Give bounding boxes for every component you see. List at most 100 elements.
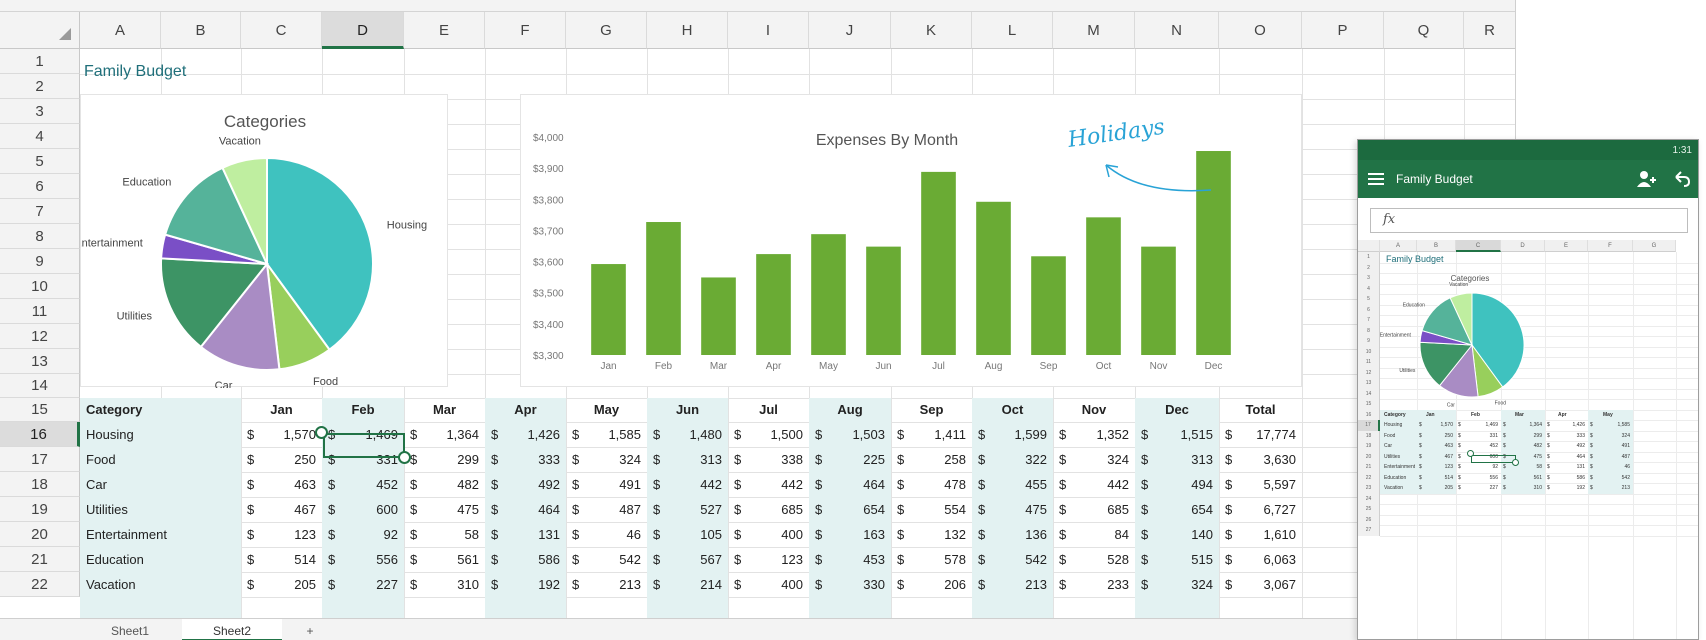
row-header-9[interactable]: 9 [0, 249, 80, 274]
table-cell-value[interactable]: 46 [626, 527, 641, 542]
column-header-j[interactable]: J [809, 12, 891, 49]
column-header-m[interactable]: M [1053, 12, 1135, 49]
mobile-row-header-9[interactable]: 9 [1358, 336, 1380, 347]
column-header-l[interactable]: L [972, 12, 1053, 49]
table-cell-value[interactable]: 136 [1025, 527, 1047, 542]
table-cell-value[interactable]: 206 [944, 577, 966, 592]
mobile-column-header-f[interactable]: F [1588, 240, 1633, 252]
table-cell-value[interactable]: 464 [538, 502, 560, 517]
table-header-feb[interactable]: Feb [351, 402, 375, 417]
table-cell-value[interactable]: 478 [944, 477, 966, 492]
mobile-row-header-16[interactable]: 16 [1358, 409, 1380, 420]
table-cell-value[interactable]: 1,599 [1014, 427, 1047, 442]
column-header-c[interactable]: C [241, 12, 322, 49]
table-cell-value[interactable]: 140 [1191, 527, 1213, 542]
mobile-row-header-6[interactable]: 6 [1358, 304, 1380, 315]
pie-slice-utilities[interactable] [160, 257, 269, 349]
pie-slice-utilities[interactable] [1419, 341, 1473, 387]
table-header-may[interactable]: May [593, 402, 620, 417]
bar-jul[interactable] [921, 171, 956, 355]
bar-may[interactable] [811, 234, 846, 355]
table-header-aug[interactable]: Aug [837, 402, 863, 417]
add-sheet-button[interactable]: + [306, 624, 314, 638]
selected-cell[interactable] [323, 433, 405, 458]
table-cell-value[interactable]: 163 [863, 527, 885, 542]
table-cell-value[interactable]: 132 [944, 527, 966, 542]
mobile-row-header-13[interactable]: 13 [1358, 378, 1380, 389]
table-cell-value[interactable]: 1,352 [1096, 427, 1129, 442]
row-header-21[interactable]: 21 [0, 547, 80, 572]
mobile-row-header-4[interactable]: 4 [1358, 283, 1380, 294]
table-cell-value[interactable]: 464 [863, 477, 885, 492]
mobile-row-header-17[interactable]: 17 [1358, 420, 1380, 431]
mobile-row-header-18[interactable]: 18 [1358, 430, 1380, 441]
mobile-row-header-1[interactable]: 1 [1358, 252, 1380, 263]
table-header-jun[interactable]: Jun [675, 402, 700, 417]
categories-pie-chart[interactable]: Categories Housing Food Car Utilities Enterta… [74, 94, 448, 392]
bar-apr[interactable] [756, 254, 791, 355]
mobile-row-header-22[interactable]: 22 [1358, 472, 1380, 483]
table-cell-value[interactable]: 542 [1025, 552, 1047, 567]
mobile-selected-cell[interactable] [1471, 455, 1516, 463]
table-cell-value[interactable]: 333 [538, 452, 560, 467]
pie-slice-education[interactable] [163, 166, 269, 266]
mobile-row-header-7[interactable]: 7 [1358, 315, 1380, 326]
table-cell-value[interactable]: 542 [619, 552, 641, 567]
mobile-row-header-19[interactable]: 19 [1358, 441, 1380, 452]
table-cell-value[interactable]: 3,630 [1263, 452, 1296, 467]
table-cell-value[interactable]: 1,585 [608, 427, 641, 442]
bar-sep[interactable] [1031, 256, 1066, 355]
table-header-total[interactable]: Total [1245, 402, 1276, 417]
table-cell-value[interactable]: 492 [538, 477, 560, 492]
table-cell-value[interactable]: 554 [944, 502, 966, 517]
table-cell-value[interactable]: 561 [457, 552, 479, 567]
bar-aug[interactable] [976, 201, 1011, 355]
table-row-category[interactable]: Entertainment [86, 527, 167, 542]
mobile-pie-chart[interactable]: CategoriesHousingFoodCarUtilitiesEnterta… [1380, 260, 1530, 410]
column-header-o[interactable]: O [1219, 12, 1302, 49]
mobile-row-header-20[interactable]: 20 [1358, 451, 1380, 462]
table-cell-value[interactable]: 514 [294, 552, 316, 567]
table-cell-value[interactable]: 322 [1025, 452, 1047, 467]
mobile-row-header-25[interactable]: 25 [1358, 504, 1380, 515]
mobile-row-header-26[interactable]: 26 [1358, 514, 1380, 525]
table-cell-value[interactable]: 58 [464, 527, 479, 542]
table-cell-value[interactable]: 225 [863, 452, 885, 467]
table-cell-value[interactable]: 313 [1191, 452, 1213, 467]
bar-mar[interactable] [701, 277, 736, 355]
table-cell-value[interactable]: 475 [457, 502, 479, 517]
table-cell-value[interactable]: 487 [619, 502, 641, 517]
bar-jun[interactable] [866, 246, 901, 355]
table-cell-value[interactable]: 6,727 [1263, 502, 1296, 517]
table-header-apr[interactable]: Apr [514, 402, 537, 417]
table-cell-value[interactable]: 475 [1025, 502, 1047, 517]
table-cell-value[interactable]: 1,426 [527, 427, 560, 442]
row-header-16[interactable]: 16 [0, 422, 80, 447]
table-cell-value[interactable]: 233 [1107, 577, 1129, 592]
row-header-18[interactable]: 18 [0, 472, 80, 497]
mobile-column-header-a[interactable]: A [1380, 240, 1417, 252]
mobile-row-header-23[interactable]: 23 [1358, 483, 1380, 494]
table-cell-value[interactable]: 213 [619, 577, 641, 592]
row-header-17[interactable]: 17 [0, 447, 80, 472]
bar-dec[interactable] [1196, 151, 1231, 355]
table-cell-value[interactable]: 453 [863, 552, 885, 567]
table-cell-value[interactable]: 192 [538, 577, 560, 592]
table-row-category[interactable]: Car [86, 477, 107, 492]
mobile-row-header-3[interactable]: 3 [1358, 273, 1380, 284]
column-header-f[interactable]: F [485, 12, 566, 49]
pie-slice-housing[interactable] [1471, 292, 1525, 388]
selection-handle-bottom[interactable] [398, 451, 411, 464]
select-all-corner[interactable] [0, 12, 80, 49]
table-cell-value[interactable]: 442 [1107, 477, 1129, 492]
table-cell-value[interactable]: 227 [376, 577, 398, 592]
row-header-8[interactable]: 8 [0, 224, 80, 249]
mobile-row-header-12[interactable]: 12 [1358, 367, 1380, 378]
tab-sheet1[interactable]: Sheet1 [110, 624, 150, 638]
table-cell-value[interactable]: 400 [781, 577, 803, 592]
mobile-row-header-24[interactable]: 24 [1358, 493, 1380, 504]
table-header-jan[interactable]: Jan [270, 402, 293, 417]
table-cell-value[interactable]: 586 [538, 552, 560, 567]
table-cell-value[interactable]: 213 [1025, 577, 1047, 592]
